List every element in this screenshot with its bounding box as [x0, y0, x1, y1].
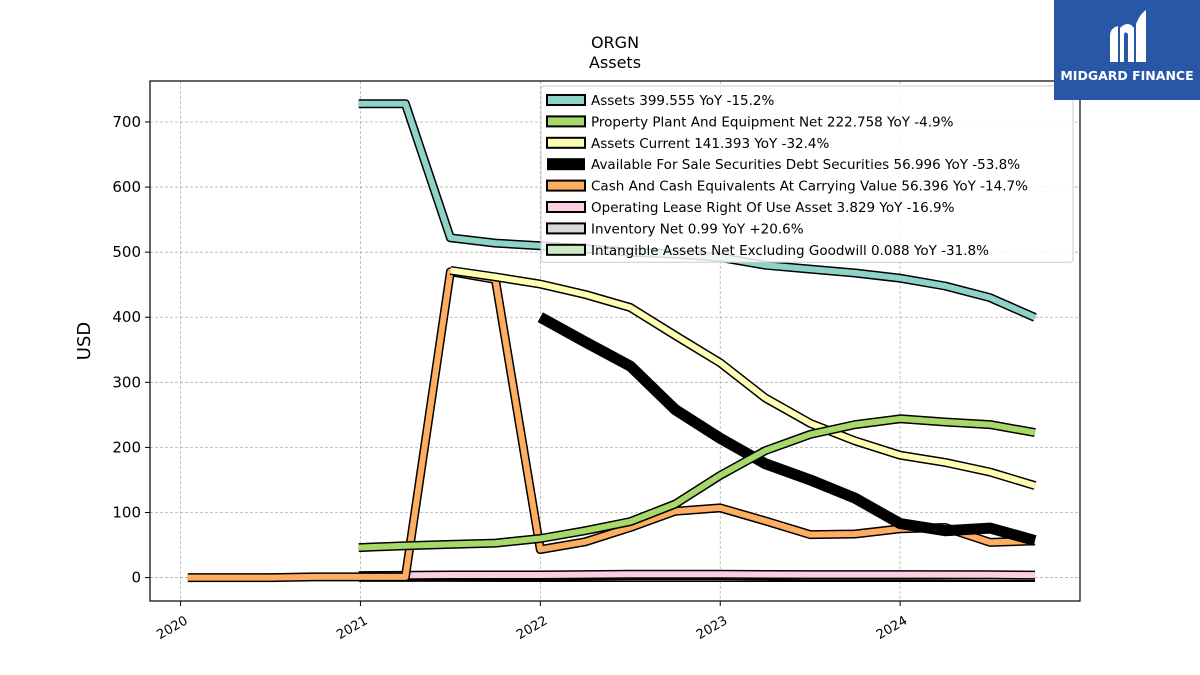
legend-entry: Inventory Net 0.99 YoY +20.6%: [546, 221, 804, 237]
chart-title: ORGN: [591, 33, 639, 52]
series-line: [537, 312, 1037, 546]
legend-swatch: [546, 201, 586, 213]
series-line: [358, 414, 1036, 553]
y-tick-label: 200: [112, 438, 141, 456]
y-tick-label: 400: [112, 308, 141, 326]
x-tick-label: 2024: [874, 613, 910, 643]
legend-label: Available For Sale Securities Debt Secur…: [591, 157, 1020, 173]
series-line: [449, 265, 1037, 490]
legend: Assets 399.555 YoY -15.2% Property Plant …: [540, 85, 1074, 263]
x-tick-label: 2020: [154, 613, 190, 643]
plot-frame: [149, 80, 1081, 602]
legend-box: [540, 85, 1074, 263]
x-axis-ticks: 2020 2021 2022 2023 2024: [154, 601, 910, 643]
legend-entry: Operating Lease Right Of Use Asset 3.829…: [546, 200, 955, 216]
legend-label: Assets 399.555 YoY -15.2%: [591, 93, 775, 109]
x-tick-label: 2023: [694, 613, 730, 643]
legend-swatch: [547, 158, 585, 171]
chart-subtitle: Assets: [589, 53, 641, 72]
legend-entry: Assets Current 141.393 YoY -32.4%: [546, 136, 830, 152]
legend-swatch: [546, 136, 586, 149]
legend-swatch: [546, 94, 586, 106]
y-tick-label: 0: [131, 569, 141, 587]
legend-label: Intangible Assets Net Excluding Goodwill…: [591, 243, 989, 259]
legend-label: Assets Current 141.393 YoY -32.4%: [591, 136, 830, 152]
y-tick-label: 700: [112, 113, 141, 131]
y-axis-label: USD: [74, 322, 95, 360]
watermark-text: MIDGARD FINANCE: [1060, 68, 1194, 83]
legend-label: Cash And Cash Equivalents At Carrying Va…: [591, 179, 1028, 195]
legend-entry: Cash And Cash Equivalents At Carrying Va…: [546, 179, 1028, 195]
legend-entry: Intangible Assets Net Excluding Goodwill…: [546, 243, 989, 259]
legend-swatch: [546, 179, 586, 192]
y-tick-label: 500: [112, 243, 141, 261]
legend-entry: Available For Sale Securities Debt Secur…: [547, 157, 1020, 173]
watermark-logo: MIDGARD FINANCE: [1054, 0, 1200, 100]
y-tick-label: 100: [112, 503, 141, 521]
series-path: [449, 267, 1036, 489]
legend-entry: Property Plant And Equipment Net 222.758…: [546, 114, 954, 130]
y-tick-label: 300: [112, 373, 141, 391]
series-path: [358, 571, 1036, 579]
legend-swatch: [546, 222, 586, 235]
x-tick-label: 2021: [334, 613, 370, 643]
y-tick-label: 600: [112, 178, 141, 196]
midgard-logo-icon: [1110, 10, 1146, 62]
y-axis-ticks: 0 100 200 300 400 500 600 700: [112, 113, 150, 587]
legend-label: Inventory Net 0.99 YoY +20.6%: [591, 221, 804, 237]
legend-swatch: [546, 243, 586, 256]
legend-label: Operating Lease Right Of Use Asset 3.829…: [591, 200, 955, 216]
legend-swatch: [546, 115, 586, 128]
series-path: [537, 312, 1037, 546]
legend-entry: Assets 399.555 YoY -15.2%: [546, 93, 775, 109]
series-line: [358, 569, 1036, 581]
series-path: [358, 415, 1036, 551]
legend-label: Property Plant And Equipment Net 222.758…: [591, 114, 954, 130]
x-tick-label: 2022: [514, 613, 550, 643]
